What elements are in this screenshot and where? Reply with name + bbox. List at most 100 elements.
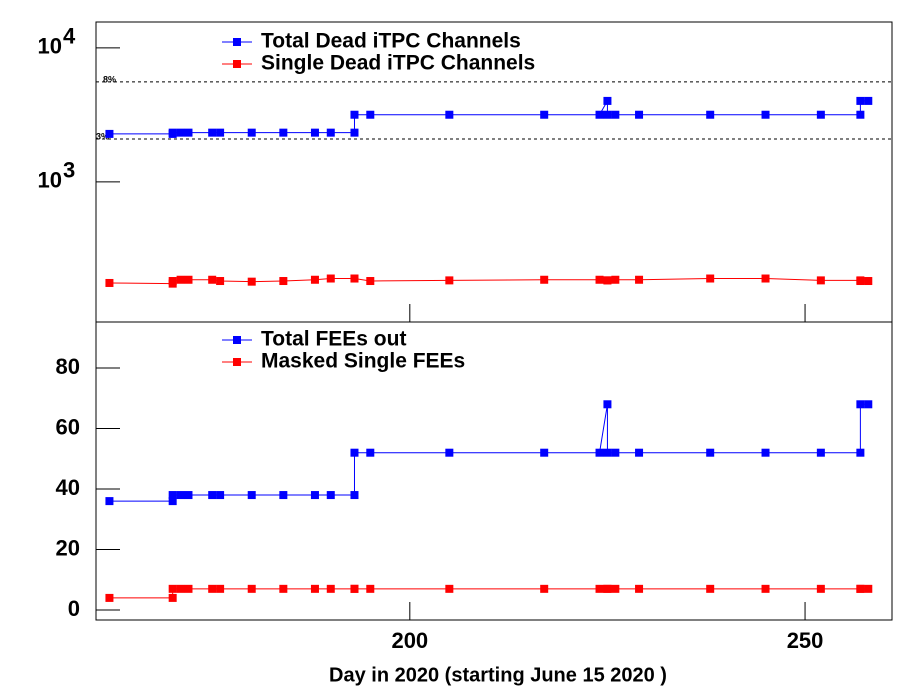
marker (366, 448, 375, 457)
y-tick-label: 80 (56, 354, 80, 379)
series-line (109, 403, 869, 502)
marker (310, 491, 319, 500)
marker (540, 275, 549, 284)
marker (611, 275, 620, 284)
marker (168, 497, 177, 506)
marker (864, 584, 873, 593)
marker (326, 584, 335, 593)
y-tick-label: 60 (56, 414, 80, 439)
marker (445, 110, 454, 119)
y-tick-label: 20 (56, 535, 80, 560)
marker (635, 275, 644, 284)
marker (168, 491, 177, 500)
marker (816, 276, 825, 285)
marker (208, 491, 217, 500)
marker (279, 491, 288, 500)
marker (540, 584, 549, 593)
x-axis-title: Day in 2020 (starting June 15 2020 ) (329, 664, 667, 686)
marker (856, 584, 865, 593)
legend-marker (233, 358, 241, 366)
marker (168, 277, 177, 286)
x-tick-label: 200 (391, 628, 428, 653)
marker (208, 128, 217, 137)
marker (247, 277, 256, 286)
threshold-label: 8% (103, 74, 116, 84)
legend-marker (233, 60, 241, 68)
legend-label: Total FEEs out (261, 328, 406, 351)
marker (635, 110, 644, 119)
marker (445, 276, 454, 285)
y-tick-label: 10 (38, 34, 62, 59)
y-tick-label: 40 (56, 475, 80, 500)
marker (326, 128, 335, 137)
marker (706, 274, 715, 283)
y-tick-exponent: 4 (63, 24, 76, 49)
legend-marker (233, 38, 241, 46)
marker (816, 448, 825, 457)
marker (208, 584, 217, 593)
marker (310, 584, 319, 593)
marker (310, 275, 319, 284)
marker (445, 584, 454, 593)
marker (761, 448, 770, 457)
marker (279, 584, 288, 593)
marker (445, 448, 454, 457)
marker (247, 491, 256, 500)
marker (176, 491, 185, 500)
legend-label: Total Dead iTPC Channels (261, 30, 521, 53)
marker (208, 275, 217, 284)
marker (279, 128, 288, 137)
marker (706, 110, 715, 119)
marker (595, 110, 604, 119)
legend-marker (233, 336, 241, 344)
marker (761, 110, 770, 119)
marker (611, 584, 620, 593)
marker (816, 110, 825, 119)
marker (856, 400, 865, 409)
marker (168, 128, 177, 137)
marker (247, 128, 256, 137)
marker (603, 110, 612, 119)
marker (595, 275, 604, 284)
marker (635, 584, 644, 593)
marker (326, 274, 335, 283)
marker (216, 491, 225, 500)
marker (184, 128, 193, 137)
marker (603, 448, 612, 457)
marker (816, 584, 825, 593)
marker (105, 278, 114, 287)
marker (611, 448, 620, 457)
frame (95, 321, 893, 621)
marker (247, 584, 256, 593)
marker (366, 277, 375, 286)
marker (350, 584, 359, 593)
marker (184, 584, 193, 593)
legend-label: Single Dead iTPC Channels (261, 52, 535, 75)
marker (310, 128, 319, 137)
marker (105, 593, 114, 602)
marker (326, 491, 335, 500)
y-tick-label: 10 (38, 168, 62, 193)
marker (864, 277, 873, 286)
marker (279, 277, 288, 286)
marker (856, 277, 865, 286)
marker (595, 584, 604, 593)
marker (176, 584, 185, 593)
marker (603, 400, 612, 409)
marker (168, 593, 177, 602)
threshold-label: 3% (96, 131, 109, 141)
marker (366, 110, 375, 119)
marker (168, 584, 177, 593)
marker (350, 448, 359, 457)
marker (350, 491, 359, 500)
marker (706, 584, 715, 593)
marker (216, 128, 225, 137)
marker (603, 584, 612, 593)
marker (856, 448, 865, 457)
marker (856, 96, 865, 105)
marker (761, 274, 770, 283)
marker (856, 110, 865, 119)
marker (611, 110, 620, 119)
marker (176, 128, 185, 137)
